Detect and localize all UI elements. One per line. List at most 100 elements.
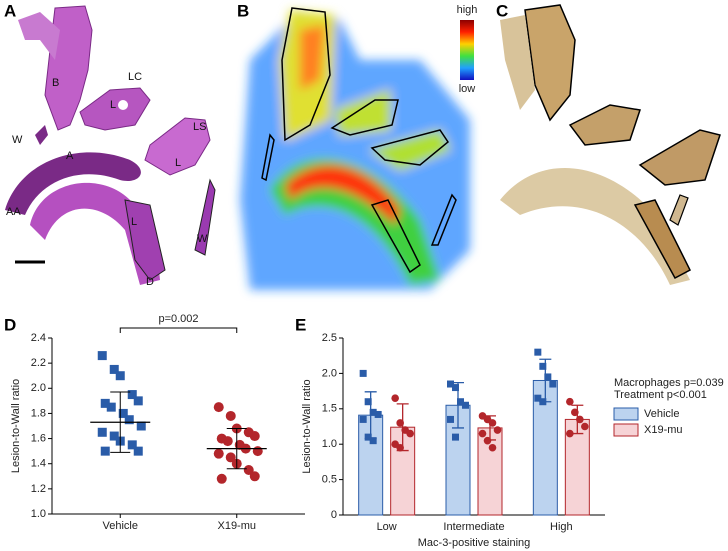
image-annotation: D bbox=[146, 276, 154, 288]
data-point bbox=[391, 394, 399, 402]
x-axis-label: Mac-3-positive staining bbox=[418, 537, 531, 549]
panel-c-image bbox=[500, 4, 721, 285]
data-point bbox=[100, 398, 110, 408]
y-tick-label: 1.8 bbox=[31, 407, 46, 419]
panel-label: C bbox=[496, 1, 508, 20]
panel-label: D bbox=[4, 315, 16, 334]
data-point bbox=[97, 351, 107, 361]
image-annotation: B bbox=[52, 77, 59, 89]
data-point bbox=[127, 390, 137, 400]
y-tick-label: 1.0 bbox=[322, 438, 337, 450]
panel-label: A bbox=[4, 1, 16, 20]
legend-swatch bbox=[613, 407, 639, 421]
data-point bbox=[225, 452, 236, 463]
data-point bbox=[364, 398, 372, 406]
data-point bbox=[359, 415, 367, 423]
data-point bbox=[369, 408, 377, 416]
colorbar-label: low bbox=[459, 83, 476, 95]
data-point bbox=[483, 436, 492, 445]
data-point bbox=[249, 431, 260, 442]
data-point bbox=[396, 443, 404, 452]
y-tick-label: 1.2 bbox=[31, 483, 46, 495]
data-point bbox=[364, 433, 372, 441]
data-point bbox=[544, 373, 552, 381]
data-point bbox=[133, 446, 143, 456]
data-point bbox=[213, 448, 224, 459]
data-point bbox=[539, 398, 547, 406]
data-point bbox=[109, 431, 119, 441]
data-point bbox=[359, 369, 367, 377]
stat-annotation: Treatment p<0.001 bbox=[614, 389, 707, 401]
significance-label: p=0.002 bbox=[158, 313, 198, 325]
data-point bbox=[225, 410, 236, 421]
image-annotation: L bbox=[110, 99, 116, 111]
legend-swatch bbox=[613, 423, 639, 437]
data-point bbox=[566, 397, 574, 406]
data-point bbox=[452, 384, 459, 392]
data-point bbox=[462, 401, 469, 409]
data-point bbox=[97, 427, 107, 437]
colorbar-label: high bbox=[457, 4, 478, 16]
stat-annotation: Macrophages p=0.039 bbox=[614, 377, 724, 389]
data-point bbox=[571, 408, 579, 417]
legend-label: X19-mu bbox=[644, 424, 683, 436]
y-tick-label: 1.6 bbox=[31, 432, 46, 444]
y-tick-label: 0 bbox=[331, 509, 337, 521]
x-tick-label: X19-mu bbox=[217, 520, 256, 532]
x-tick-label: Low bbox=[377, 521, 397, 533]
image-annotation: LS bbox=[193, 121, 206, 133]
data-point bbox=[447, 380, 454, 388]
panel-label: E bbox=[295, 315, 306, 334]
data-point bbox=[109, 364, 119, 374]
data-point bbox=[243, 465, 254, 475]
data-point bbox=[216, 473, 227, 484]
image-annotation: L bbox=[175, 157, 181, 169]
data-point bbox=[457, 398, 464, 406]
y-tick-label: 1.4 bbox=[31, 458, 46, 470]
data-point bbox=[576, 415, 584, 424]
image-annotation: A bbox=[66, 150, 74, 162]
significance-bracket bbox=[119, 327, 238, 333]
y-tick-label: 2.0 bbox=[322, 367, 337, 379]
data-point bbox=[369, 437, 377, 445]
image-annotation: W bbox=[12, 134, 23, 146]
y-tick-label: 1.5 bbox=[322, 403, 337, 415]
data-point bbox=[534, 394, 542, 402]
data-point bbox=[488, 443, 497, 452]
sd-bar bbox=[226, 428, 247, 470]
data-point bbox=[213, 402, 224, 413]
data-point bbox=[549, 380, 557, 388]
data-point bbox=[406, 429, 414, 438]
x-tick-label: Vehicle bbox=[103, 520, 138, 532]
data-point bbox=[374, 410, 382, 418]
data-point bbox=[452, 433, 459, 441]
y-tick-label: 1.0 bbox=[31, 508, 46, 520]
panel-b-image bbox=[240, 7, 474, 290]
data-point bbox=[478, 429, 487, 438]
data-point bbox=[252, 446, 263, 457]
image-annotation: W bbox=[197, 233, 208, 245]
data-point bbox=[539, 362, 547, 370]
data-point bbox=[127, 440, 137, 450]
data-point bbox=[136, 421, 146, 431]
x-tick-label: Intermediate bbox=[443, 521, 504, 533]
y-tick-label: 2.4 bbox=[31, 332, 46, 344]
panel-label: B bbox=[237, 1, 249, 20]
data-point bbox=[581, 422, 589, 431]
data-point bbox=[566, 429, 574, 438]
y-axis-label: Lesion-to-Wall ratio bbox=[301, 379, 313, 473]
x-tick-label: High bbox=[550, 521, 573, 533]
data-point bbox=[222, 436, 233, 447]
data-point bbox=[447, 415, 454, 423]
image-annotation: L bbox=[131, 216, 137, 228]
data-point bbox=[133, 396, 143, 406]
y-tick-label: 2.2 bbox=[31, 357, 46, 369]
image-annotation: AA bbox=[6, 206, 21, 218]
data-point bbox=[493, 426, 502, 434]
panel-a-image bbox=[5, 5, 216, 285]
y-axis-label: Lesion-to-Wall ratio bbox=[10, 379, 22, 473]
data-point bbox=[396, 419, 404, 427]
data-point bbox=[118, 408, 128, 418]
y-tick-label: 2.0 bbox=[31, 382, 46, 394]
data-point bbox=[115, 371, 125, 381]
